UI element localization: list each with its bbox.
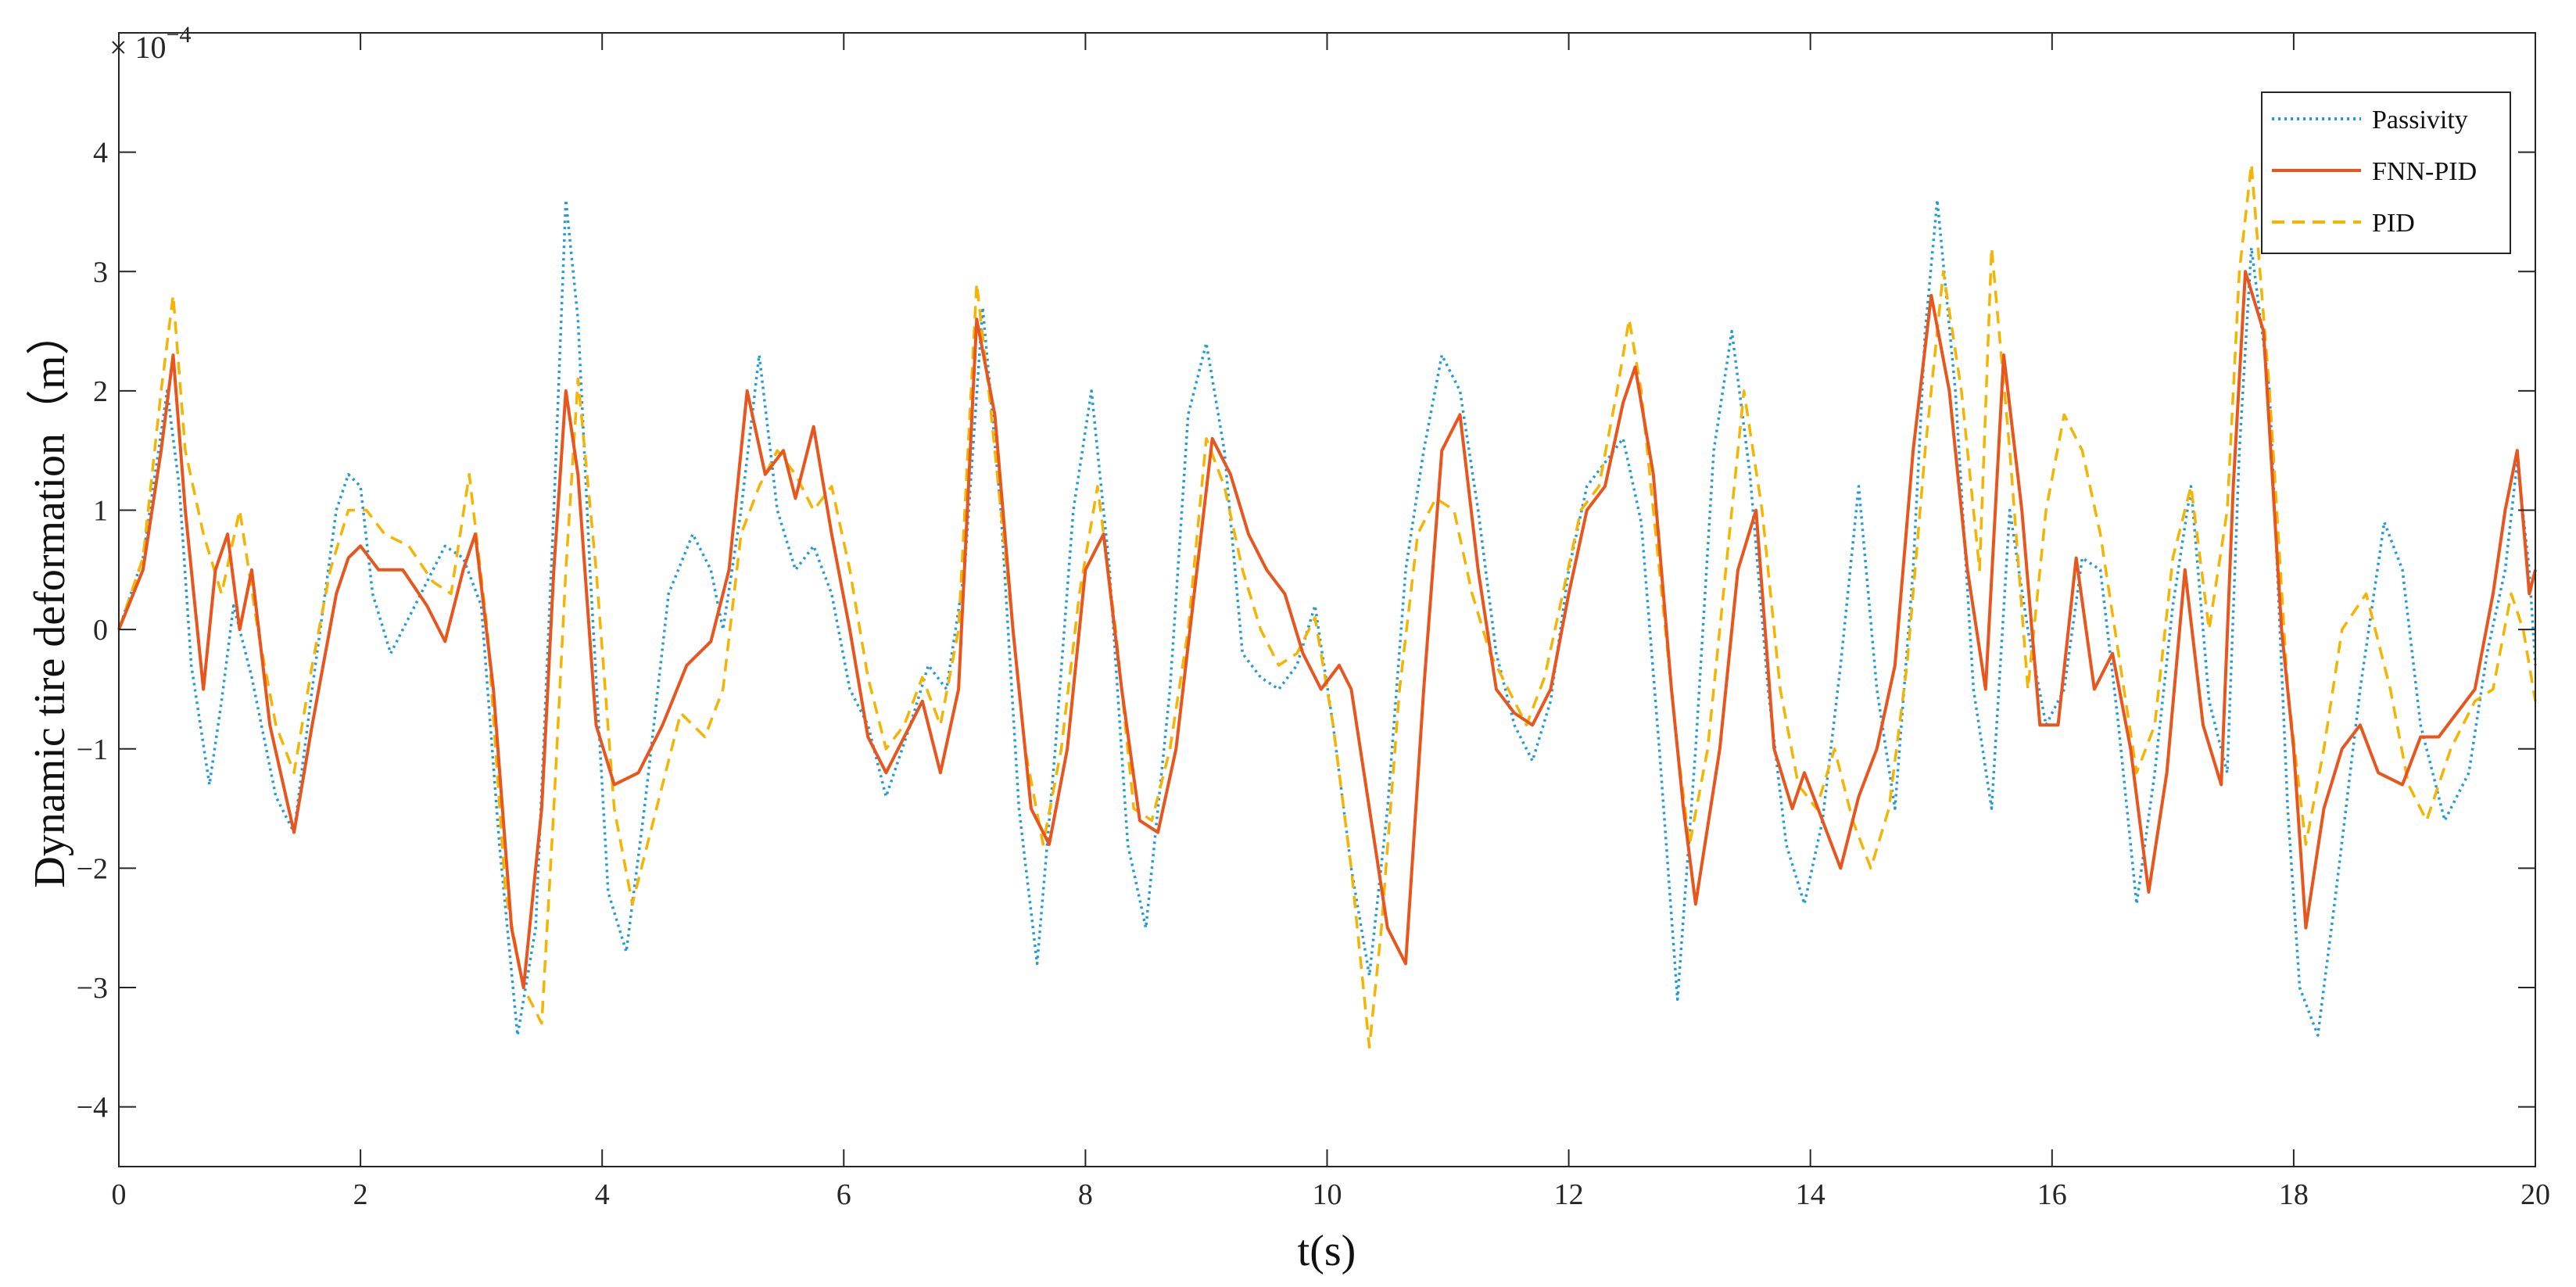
x-tick-label: 10	[1313, 1178, 1342, 1211]
y-tick-label: −2	[77, 852, 108, 885]
legend: Passivity FNN-PID PID	[2261, 91, 2511, 254]
y-multiplier-prefix: × 10	[109, 30, 167, 65]
y-axis-label: Dynamic tire deformation（m）	[26, 311, 74, 887]
legend-label-pid: PID	[2372, 209, 2415, 238]
x-tick-label: 4	[595, 1178, 610, 1211]
y-tick-label: 0	[93, 614, 108, 647]
y-tick-label: −3	[77, 972, 108, 1005]
x-tick-label: 2	[353, 1178, 368, 1211]
x-axis-ticks: 0 2 4 6 8 10 12 14 16 18 20	[112, 33, 2550, 1211]
y-axis-ticks: −4 −3 −2 −1 0 1 2 3 4	[77, 137, 2535, 1124]
y-tick-label: −4	[77, 1092, 108, 1124]
series-line-fnn-pid	[117, 270, 2537, 990]
x-tick-label: 20	[2520, 1178, 2550, 1211]
x-tick-label: 18	[2279, 1178, 2309, 1211]
legend-label-passivity: Passivity	[2372, 106, 2468, 134]
x-tick-label: 14	[1796, 1178, 1825, 1211]
series-layer	[117, 163, 2537, 1049]
x-axis-label: t(s)	[1298, 1227, 1356, 1275]
x-tick-label: 16	[2037, 1178, 2067, 1211]
x-tick-label: 6	[837, 1178, 851, 1211]
series-line-pid	[117, 163, 2537, 1049]
y-multiplier: × 10−4	[109, 22, 191, 65]
y-tick-label: 3	[93, 256, 108, 289]
y-tick-label: 2	[93, 375, 108, 408]
y-tick-label: −1	[77, 733, 108, 766]
y-multiplier-exponent: −4	[167, 22, 192, 48]
x-tick-label: 0	[112, 1178, 127, 1211]
y-tick-label: 1	[93, 495, 108, 528]
y-tick-label: 4	[93, 137, 108, 170]
x-tick-label: 8	[1078, 1178, 1093, 1211]
legend-label-fnn-pid: FNN-PID	[2372, 157, 2477, 186]
x-tick-label: 12	[1554, 1178, 1584, 1211]
